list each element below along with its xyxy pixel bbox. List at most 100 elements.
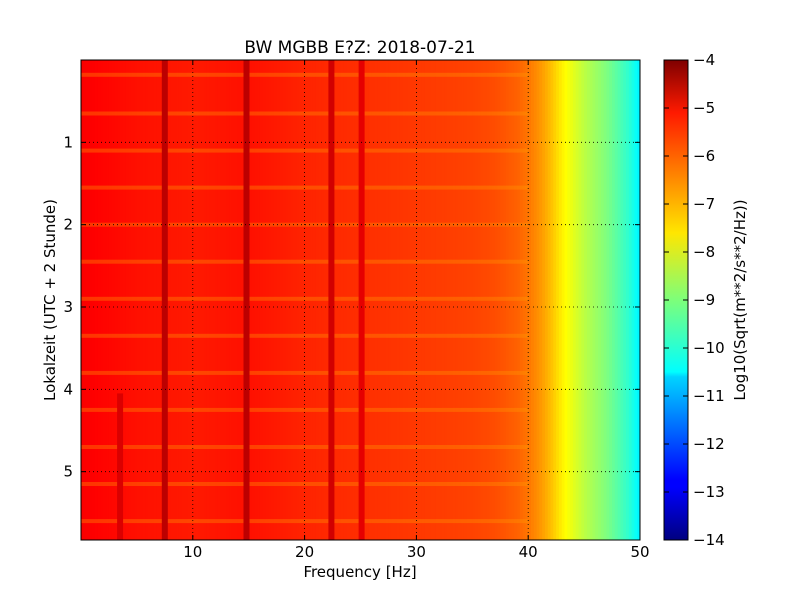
heatmap-band (81, 333, 529, 338)
heatmap-cell (94, 60, 99, 540)
colorbar-tick-label: −14 (693, 531, 725, 549)
heatmap-cell (254, 60, 258, 540)
heatmap-cell (486, 60, 490, 540)
heatmap-cell (533, 60, 538, 540)
colorbar-tick-label: −12 (693, 435, 725, 453)
y-tick-label: 3 (63, 298, 73, 316)
heatmap-cell (368, 60, 373, 540)
heatmap-cell (399, 60, 404, 540)
heatmap-cell (469, 60, 473, 540)
heatmap-cell (592, 60, 596, 540)
heatmap-cell (525, 60, 529, 540)
heatmap-cell (181, 60, 186, 540)
heatmap-cell (382, 60, 387, 540)
heatmap-cell (614, 60, 619, 540)
heatmap-cell (595, 60, 599, 540)
heatmap-cell (338, 60, 342, 540)
heatmap-cell (575, 60, 580, 540)
heatmap-cell (589, 60, 594, 540)
heatmap-cell (452, 60, 457, 540)
x-axis-label: Frequency [Hz] (303, 563, 416, 581)
heatmap-cell (508, 60, 513, 540)
heatmap-cell (86, 60, 90, 540)
heatmap-band (81, 148, 529, 153)
x-tick-label: 20 (295, 543, 314, 561)
heatmap-cell (461, 60, 465, 540)
heatmap-cell (419, 60, 423, 540)
heatmap-cell (268, 60, 272, 540)
heatmap-cell (170, 60, 174, 540)
colorbar: −4 −5 −6 −7 −8 −9 −10 −11 −12 −13 −14 (663, 51, 725, 549)
heatmap-cell (134, 60, 138, 540)
y-tick-label: 1 (63, 133, 73, 151)
heatmap-cell (567, 60, 571, 540)
heatmap-cell (287, 60, 292, 540)
heatmap-cell (472, 60, 476, 540)
heatmap-cell (354, 60, 359, 540)
heatmap-cell (553, 60, 557, 540)
heatmap-cell (494, 60, 499, 540)
heatmap-cell (122, 60, 127, 540)
heatmap-cell (623, 60, 627, 540)
heatmap-band (81, 519, 529, 524)
heatmap-line (117, 393, 124, 540)
heatmap-cell (259, 60, 264, 540)
heatmap-cell (215, 60, 219, 540)
heatmap-cell (503, 60, 507, 540)
heatmap-cell (637, 60, 640, 540)
heatmap-cell (385, 60, 390, 540)
heatmap-cell (517, 60, 521, 540)
x-tick-label: 40 (519, 543, 538, 561)
heatmap-cell (514, 60, 518, 540)
heatmap-cell (148, 60, 152, 540)
heatmap-cell (89, 60, 93, 540)
heatmap-cell (273, 60, 278, 540)
heatmap-cell (371, 60, 376, 540)
heatmap-cell (609, 60, 613, 540)
heatmap-cell (293, 60, 297, 540)
heatmap-cell (570, 60, 574, 540)
heatmap-cell (83, 60, 88, 540)
y-tick-label: 2 (63, 216, 73, 234)
x-tick-label: 10 (183, 543, 202, 561)
heatmap-cell (497, 60, 501, 540)
heatmap-cell (307, 60, 311, 540)
heatmap-cell (136, 60, 141, 540)
heatmap-cell (310, 60, 314, 540)
y-axis: 1 2 3 4 5 (63, 133, 640, 481)
heatmap-cell (578, 60, 582, 540)
heatmap-cell (416, 60, 420, 540)
heatmap-cell (519, 60, 524, 540)
heatmap-cell (606, 60, 610, 540)
heatmap-cell (542, 60, 546, 540)
heatmap-cell (92, 60, 96, 540)
heatmap-cell (103, 60, 107, 540)
heatmap-band (81, 296, 529, 301)
heatmap-cell (458, 60, 462, 540)
heatmap-cell (626, 60, 630, 540)
heatmap-cell (156, 60, 160, 540)
heatmap-cell (421, 60, 426, 540)
heatmap-cell (206, 60, 211, 540)
heatmap-cell (229, 60, 233, 540)
heatmap-cell (114, 60, 118, 540)
plot-area (80, 59, 641, 541)
heatmap-cell (394, 60, 398, 540)
heatmap-cell (536, 60, 540, 540)
heatmap-cell (198, 60, 202, 540)
heatmap-cell (81, 60, 85, 540)
heatmap-cell (612, 60, 616, 540)
colorbar-tick-label: −6 (693, 147, 715, 165)
heatmap-cell (531, 60, 535, 540)
heatmap-cell (438, 60, 443, 540)
heatmap-cell (117, 60, 121, 540)
heatmap-cell (483, 60, 487, 540)
heatmap-cell (405, 60, 409, 540)
x-tick-label: 30 (407, 543, 426, 561)
heatmap-cell (505, 60, 510, 540)
heatmap-cell (547, 60, 552, 540)
heatmap-cell (352, 60, 356, 540)
heatmap-cell (128, 60, 132, 540)
heatmap-cell (187, 60, 191, 540)
heatmap-band (81, 259, 529, 264)
